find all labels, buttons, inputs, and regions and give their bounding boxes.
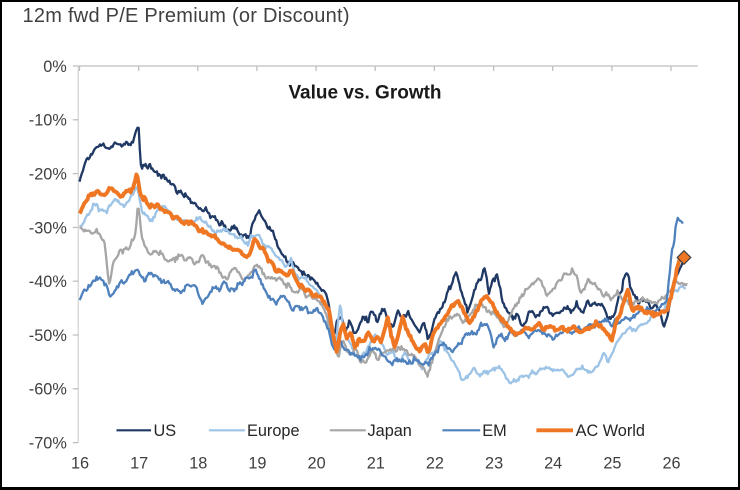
svg-text:26: 26 (662, 454, 680, 472)
svg-text:-60%: -60% (29, 381, 67, 399)
svg-text:EM: EM (482, 422, 506, 440)
svg-text:18: 18 (189, 454, 207, 472)
svg-text:20: 20 (308, 454, 326, 472)
svg-text:24: 24 (544, 454, 562, 472)
svg-text:-70%: -70% (29, 435, 67, 453)
svg-text:16: 16 (71, 454, 89, 472)
svg-text:US: US (154, 422, 177, 440)
svg-text:23: 23 (485, 454, 503, 472)
svg-text:25: 25 (603, 454, 621, 472)
svg-text:-20%: -20% (29, 166, 67, 184)
svg-text:Japan: Japan (368, 422, 412, 440)
svg-text:17: 17 (130, 454, 148, 472)
svg-text:AC World: AC World (576, 422, 645, 440)
svg-text:22: 22 (426, 454, 444, 472)
svg-text:0%: 0% (43, 58, 67, 76)
svg-text:-50%: -50% (29, 327, 67, 345)
svg-text:19: 19 (248, 454, 266, 472)
svg-text:12m fwd P/E Premium (or Discou: 12m fwd P/E Premium (or Discount) (23, 5, 350, 27)
svg-text:Europe: Europe (247, 422, 300, 440)
svg-text:-30%: -30% (29, 219, 67, 237)
svg-text:21: 21 (367, 454, 385, 472)
svg-text:-10%: -10% (29, 112, 67, 130)
svg-text:-40%: -40% (29, 273, 67, 291)
svg-text:Value vs. Growth: Value vs. Growth (288, 83, 441, 104)
